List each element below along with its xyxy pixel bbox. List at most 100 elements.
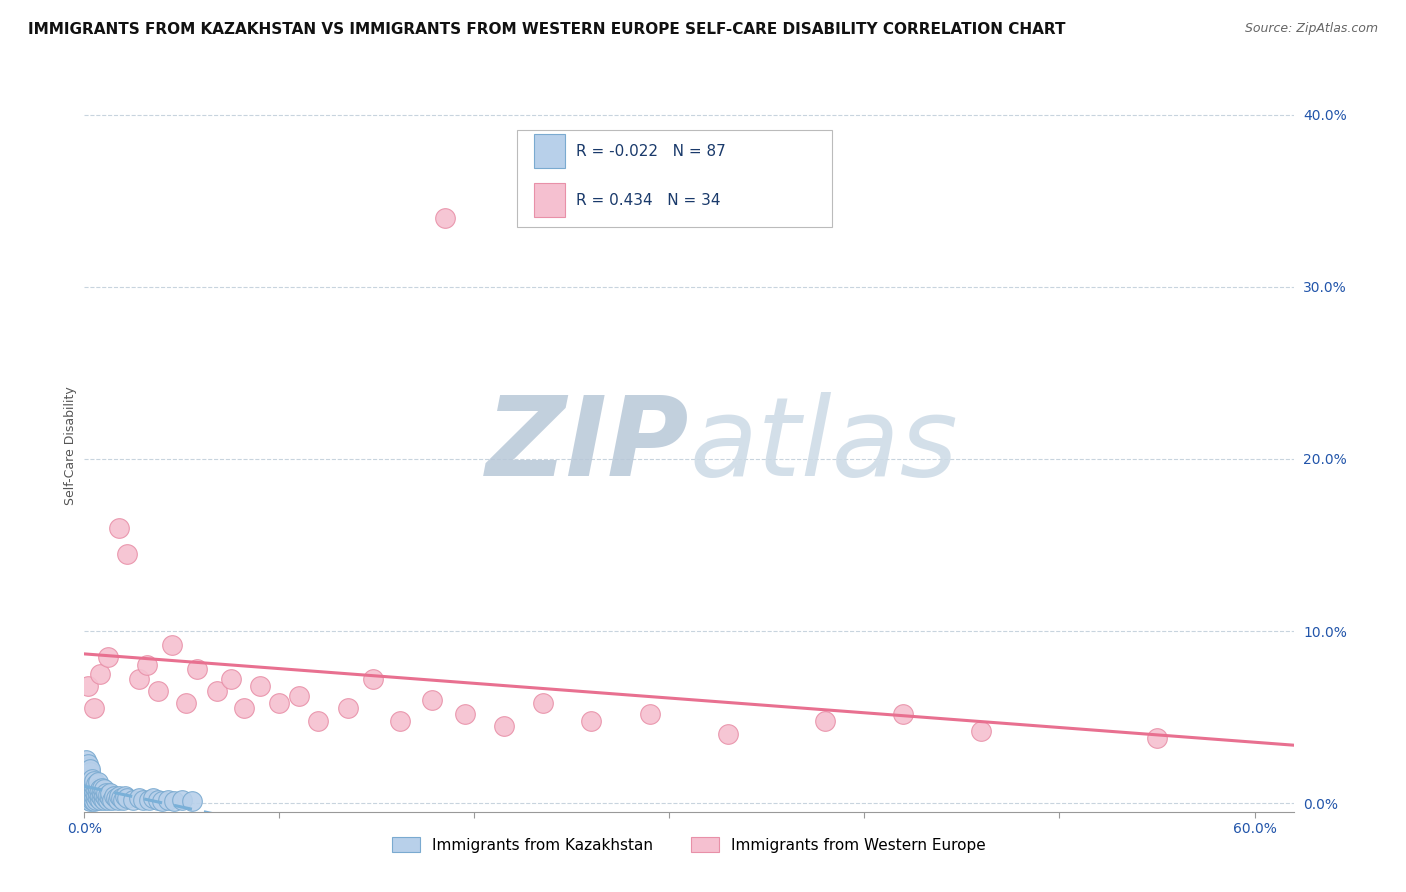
Point [97, 792, 120, 806]
Point [103, 789, 125, 804]
Point [138, 792, 160, 806]
Point [110, 791, 132, 805]
Point [77, 772, 100, 786]
Point [717, 727, 740, 741]
Point [434, 211, 457, 225]
Point [89, 667, 111, 681]
Point [83, 701, 105, 715]
Point [186, 662, 208, 676]
Point [1146, 731, 1168, 745]
Point [97, 649, 120, 664]
Point [174, 696, 197, 710]
Point [84, 782, 107, 797]
Point [73, 782, 96, 797]
Point [288, 690, 311, 704]
Point [132, 792, 155, 806]
Point [970, 723, 993, 738]
Point [531, 696, 554, 710]
Point [112, 792, 135, 806]
Point [336, 701, 359, 715]
Point [82, 772, 104, 786]
Point [75, 786, 97, 800]
Point [77, 782, 100, 797]
Point [82, 791, 104, 805]
Point [170, 792, 193, 806]
Point [108, 521, 131, 535]
Point [89, 792, 111, 806]
Point [77, 791, 100, 805]
Text: Source: ZipAtlas.com: Source: ZipAtlas.com [1244, 22, 1378, 36]
Point [420, 693, 443, 707]
Point [205, 684, 228, 698]
Text: R = -0.022   N = 87: R = -0.022 N = 87 [576, 144, 725, 159]
Point [638, 706, 661, 721]
Point [77, 756, 100, 771]
Point [94, 791, 117, 805]
Point [128, 791, 150, 805]
Point [82, 792, 104, 806]
Point [75, 789, 97, 804]
Point [142, 791, 165, 805]
Point [893, 706, 915, 721]
Point [98, 786, 121, 800]
Point [97, 788, 120, 802]
Point [82, 788, 104, 802]
Point [79, 773, 101, 788]
Point [148, 684, 170, 698]
Point [233, 701, 256, 715]
Point [157, 792, 180, 806]
Point [83, 773, 105, 788]
Point [135, 658, 157, 673]
Point [87, 786, 110, 800]
Point [108, 789, 131, 804]
Point [104, 791, 127, 805]
Point [77, 792, 100, 806]
Point [79, 789, 101, 804]
Point [122, 792, 145, 806]
Point [75, 780, 97, 795]
Point [93, 788, 115, 802]
Point [89, 788, 111, 802]
Point [117, 791, 139, 805]
Point [114, 789, 136, 804]
Text: R = 0.434   N = 34: R = 0.434 N = 34 [576, 193, 720, 208]
Point [93, 782, 115, 797]
Text: IMMIGRANTS FROM KAZAKHSTAN VS IMMIGRANTS FROM WESTERN EUROPE SELF-CARE DISABILIT: IMMIGRANTS FROM KAZAKHSTAN VS IMMIGRANTS… [28, 22, 1066, 37]
Point [75, 753, 97, 767]
Point [77, 767, 100, 781]
Point [83, 784, 105, 798]
Y-axis label: Self-Care Disability: Self-Care Disability [65, 386, 77, 506]
Point [75, 762, 97, 776]
Point [83, 794, 105, 808]
Point [75, 758, 97, 772]
Point [84, 792, 107, 806]
Point [269, 696, 291, 710]
Point [75, 784, 97, 798]
Point [581, 714, 603, 728]
Point [94, 786, 117, 800]
Point [90, 786, 112, 800]
Point [75, 765, 97, 780]
Point [87, 775, 110, 789]
Point [79, 768, 101, 782]
Point [180, 794, 202, 808]
Point [89, 782, 111, 797]
Point [492, 719, 515, 733]
Point [87, 791, 110, 805]
Point [75, 779, 97, 793]
Point [107, 792, 129, 806]
Point [87, 780, 110, 795]
Point [90, 780, 112, 795]
Point [90, 791, 112, 805]
Point [77, 679, 100, 693]
Legend: Immigrants from Kazakhstan, Immigrants from Western Europe: Immigrants from Kazakhstan, Immigrants f… [387, 831, 991, 859]
Point [814, 714, 837, 728]
Point [128, 672, 150, 686]
Point [79, 779, 101, 793]
Point [389, 714, 412, 728]
Point [117, 547, 139, 561]
Point [84, 777, 107, 791]
Point [73, 788, 96, 802]
Point [79, 762, 101, 776]
Point [82, 777, 104, 791]
